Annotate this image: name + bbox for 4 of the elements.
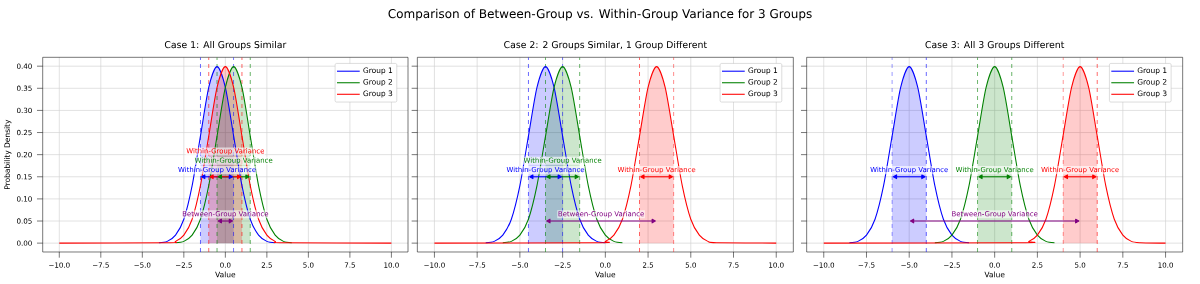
text: Comparison of Between-Group vs. Within-Group Variance for 3 Groups [388,8,812,21]
chart-title: Case 1: All Groups Similar [164,40,287,50]
chart-title: Case 2: 2 Groups Similar, 1 Group Different [504,40,707,50]
chart-title: Case 3: All 3 Groups Different [925,40,1065,50]
